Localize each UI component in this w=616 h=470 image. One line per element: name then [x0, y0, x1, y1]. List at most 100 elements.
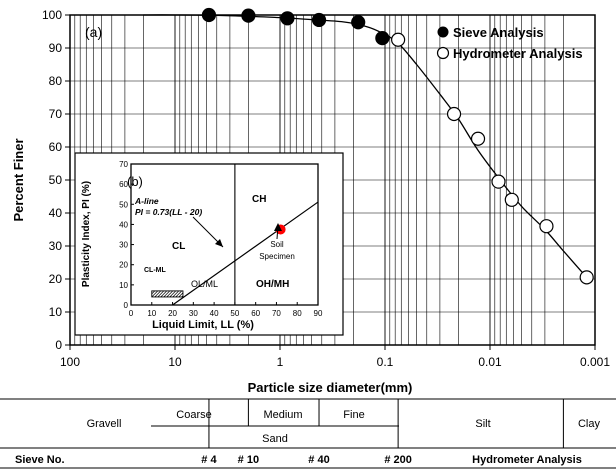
inset-y-axis-title: Plasticity Index, PI (%)	[81, 181, 92, 287]
x-tick-label: 0.01	[478, 355, 502, 369]
legend: Sieve Analysis Hydrometer Analysis	[436, 25, 583, 61]
cl-ml-hatch	[151, 290, 159, 298]
panel-label-a: (a)	[85, 24, 102, 40]
main-x-axis: 100 10 1 0.1 0.01 0.001	[60, 345, 610, 369]
cl-ml-hatch	[154, 290, 162, 298]
x-tick-label: 0.1	[377, 355, 394, 369]
sieve-data-point	[375, 30, 390, 46]
fine-sand-label: Fine	[343, 409, 364, 421]
x-tick-label: 1	[277, 355, 284, 369]
panel-label-b: (b)	[127, 174, 143, 189]
a-line-label: A-line	[134, 196, 159, 206]
cl-ml-hatch	[181, 295, 184, 298]
inset-x-tick-label: 70	[272, 309, 281, 318]
sieve-label: # 200	[384, 454, 412, 466]
cl-ml-hatch	[160, 290, 168, 298]
cl-ml-hatch	[151, 290, 156, 295]
inset-y-tick-label: 50	[119, 200, 128, 209]
x-tick-label: 0.001	[580, 355, 610, 369]
silt-label: Silt	[475, 418, 490, 430]
region-cl-ml: CL-ML	[144, 267, 166, 274]
inset-y-tick-label: 40	[119, 220, 128, 229]
hydrometer-data-point	[491, 174, 506, 189]
y-tick-label: 0	[55, 338, 62, 352]
inset-y-tick-label: 0	[124, 301, 129, 310]
x-tick-label: 100	[60, 355, 80, 369]
y-tick-label: 70	[49, 107, 63, 121]
coarse-sand-label: Coarse	[176, 409, 211, 421]
inset-x-tick-label: 30	[189, 309, 198, 318]
inset-x-tick-label: 90	[314, 309, 323, 318]
sieve-data-point	[201, 7, 217, 23]
inset-y-tick-label: 30	[119, 241, 128, 250]
data-points	[201, 7, 594, 285]
cl-ml-hatch	[163, 290, 171, 298]
main-y-axis: 0 10 20 30 40 50 60 70 80 90 100	[42, 8, 70, 352]
a-line	[172, 201, 319, 306]
inset-y-tick-label: 20	[119, 261, 128, 270]
legend-hydrometer-label: Hydrometer Analysis	[453, 46, 583, 61]
soil-specimen-arrowhead	[274, 223, 282, 231]
inset-x-axis-title: Liquid Limit, LL (%)	[152, 319, 254, 331]
region-oh-mh: OH/MH	[256, 279, 289, 290]
inset-x-tick-label: 0	[129, 309, 134, 318]
hydrometer-data-point	[504, 192, 519, 207]
y-tick-label: 20	[49, 272, 63, 286]
inset-x-tick-label: 20	[168, 309, 177, 318]
region-cl: CL	[172, 241, 185, 252]
gradation-curve	[143, 14, 588, 278]
inset-x-tick-label: 80	[293, 309, 302, 318]
legend-sieve-marker	[437, 26, 449, 38]
y-tick-label: 60	[49, 140, 63, 154]
sieve-labels: # 4 # 10 # 40 # 200	[201, 454, 412, 466]
cl-ml-zone	[151, 290, 184, 298]
hydrometer-data-point	[539, 219, 554, 234]
cl-ml-hatch	[166, 290, 174, 298]
region-ol-ml: OL/ML	[191, 279, 218, 289]
gravel-label: Gravell	[87, 418, 122, 430]
medium-sand-label: Medium	[263, 409, 302, 421]
inset-x-tick-label: 50	[230, 309, 239, 318]
sieve-label: # 4	[201, 454, 217, 466]
inset-plot-frame	[130, 163, 319, 306]
y-tick-label: 90	[49, 41, 63, 55]
sand-label: Sand	[262, 433, 288, 445]
inset-y-tick-label: 60	[119, 180, 128, 189]
inset-x-tick-label: 60	[251, 309, 260, 318]
inset-x-tick-label: 40	[210, 309, 219, 318]
soil-specimen-label-2: Specimen	[259, 252, 295, 261]
cl-ml-hatch	[157, 290, 165, 298]
sieve-data-point	[241, 8, 256, 23]
hydrometer-data-point	[579, 270, 594, 285]
main-y-axis-title: Percent Finer	[11, 138, 26, 221]
cl-ml-hatch	[169, 290, 177, 298]
legend-sieve-label: Sieve Analysis	[453, 25, 544, 40]
inset-x-tick-label: 10	[147, 309, 156, 318]
clay-label: Clay	[578, 418, 601, 430]
y-tick-label: 10	[49, 305, 63, 319]
sieve-data-point	[351, 15, 366, 30]
y-tick-label: 40	[49, 206, 63, 220]
classification-table: Gravell Coarse Medium Fine Sand Silt Cla…	[0, 398, 616, 469]
hydrometer-data-point	[470, 131, 486, 146]
sieve-data-point	[311, 12, 327, 28]
hydrometer-data-point	[391, 32, 406, 47]
hydrometer-analysis-label: Hydrometer Analysis	[472, 454, 582, 466]
inset-frame	[74, 152, 344, 336]
sieve-label: # 40	[308, 454, 329, 466]
a-line-pointer-arrowhead	[215, 239, 223, 247]
y-tick-label: 50	[49, 173, 63, 187]
y-tick-label: 30	[49, 239, 63, 253]
legend-hydrometer-marker	[436, 46, 450, 60]
inset-y-tick-label: 70	[119, 160, 128, 169]
soil-specimen-label: Soil	[270, 240, 284, 249]
cl-ml-hatch	[172, 290, 180, 298]
y-tick-label: 80	[49, 74, 63, 88]
cl-ml-hatch	[178, 292, 184, 298]
main-x-axis-title: Particle size diameter(mm)	[248, 380, 413, 395]
region-ch: CH	[252, 194, 266, 205]
x-tick-label: 10	[168, 355, 182, 369]
sieve-no-label: Sieve No.	[15, 454, 65, 466]
a-line-equation: PI = 0.73(LL - 20)	[135, 207, 202, 217]
